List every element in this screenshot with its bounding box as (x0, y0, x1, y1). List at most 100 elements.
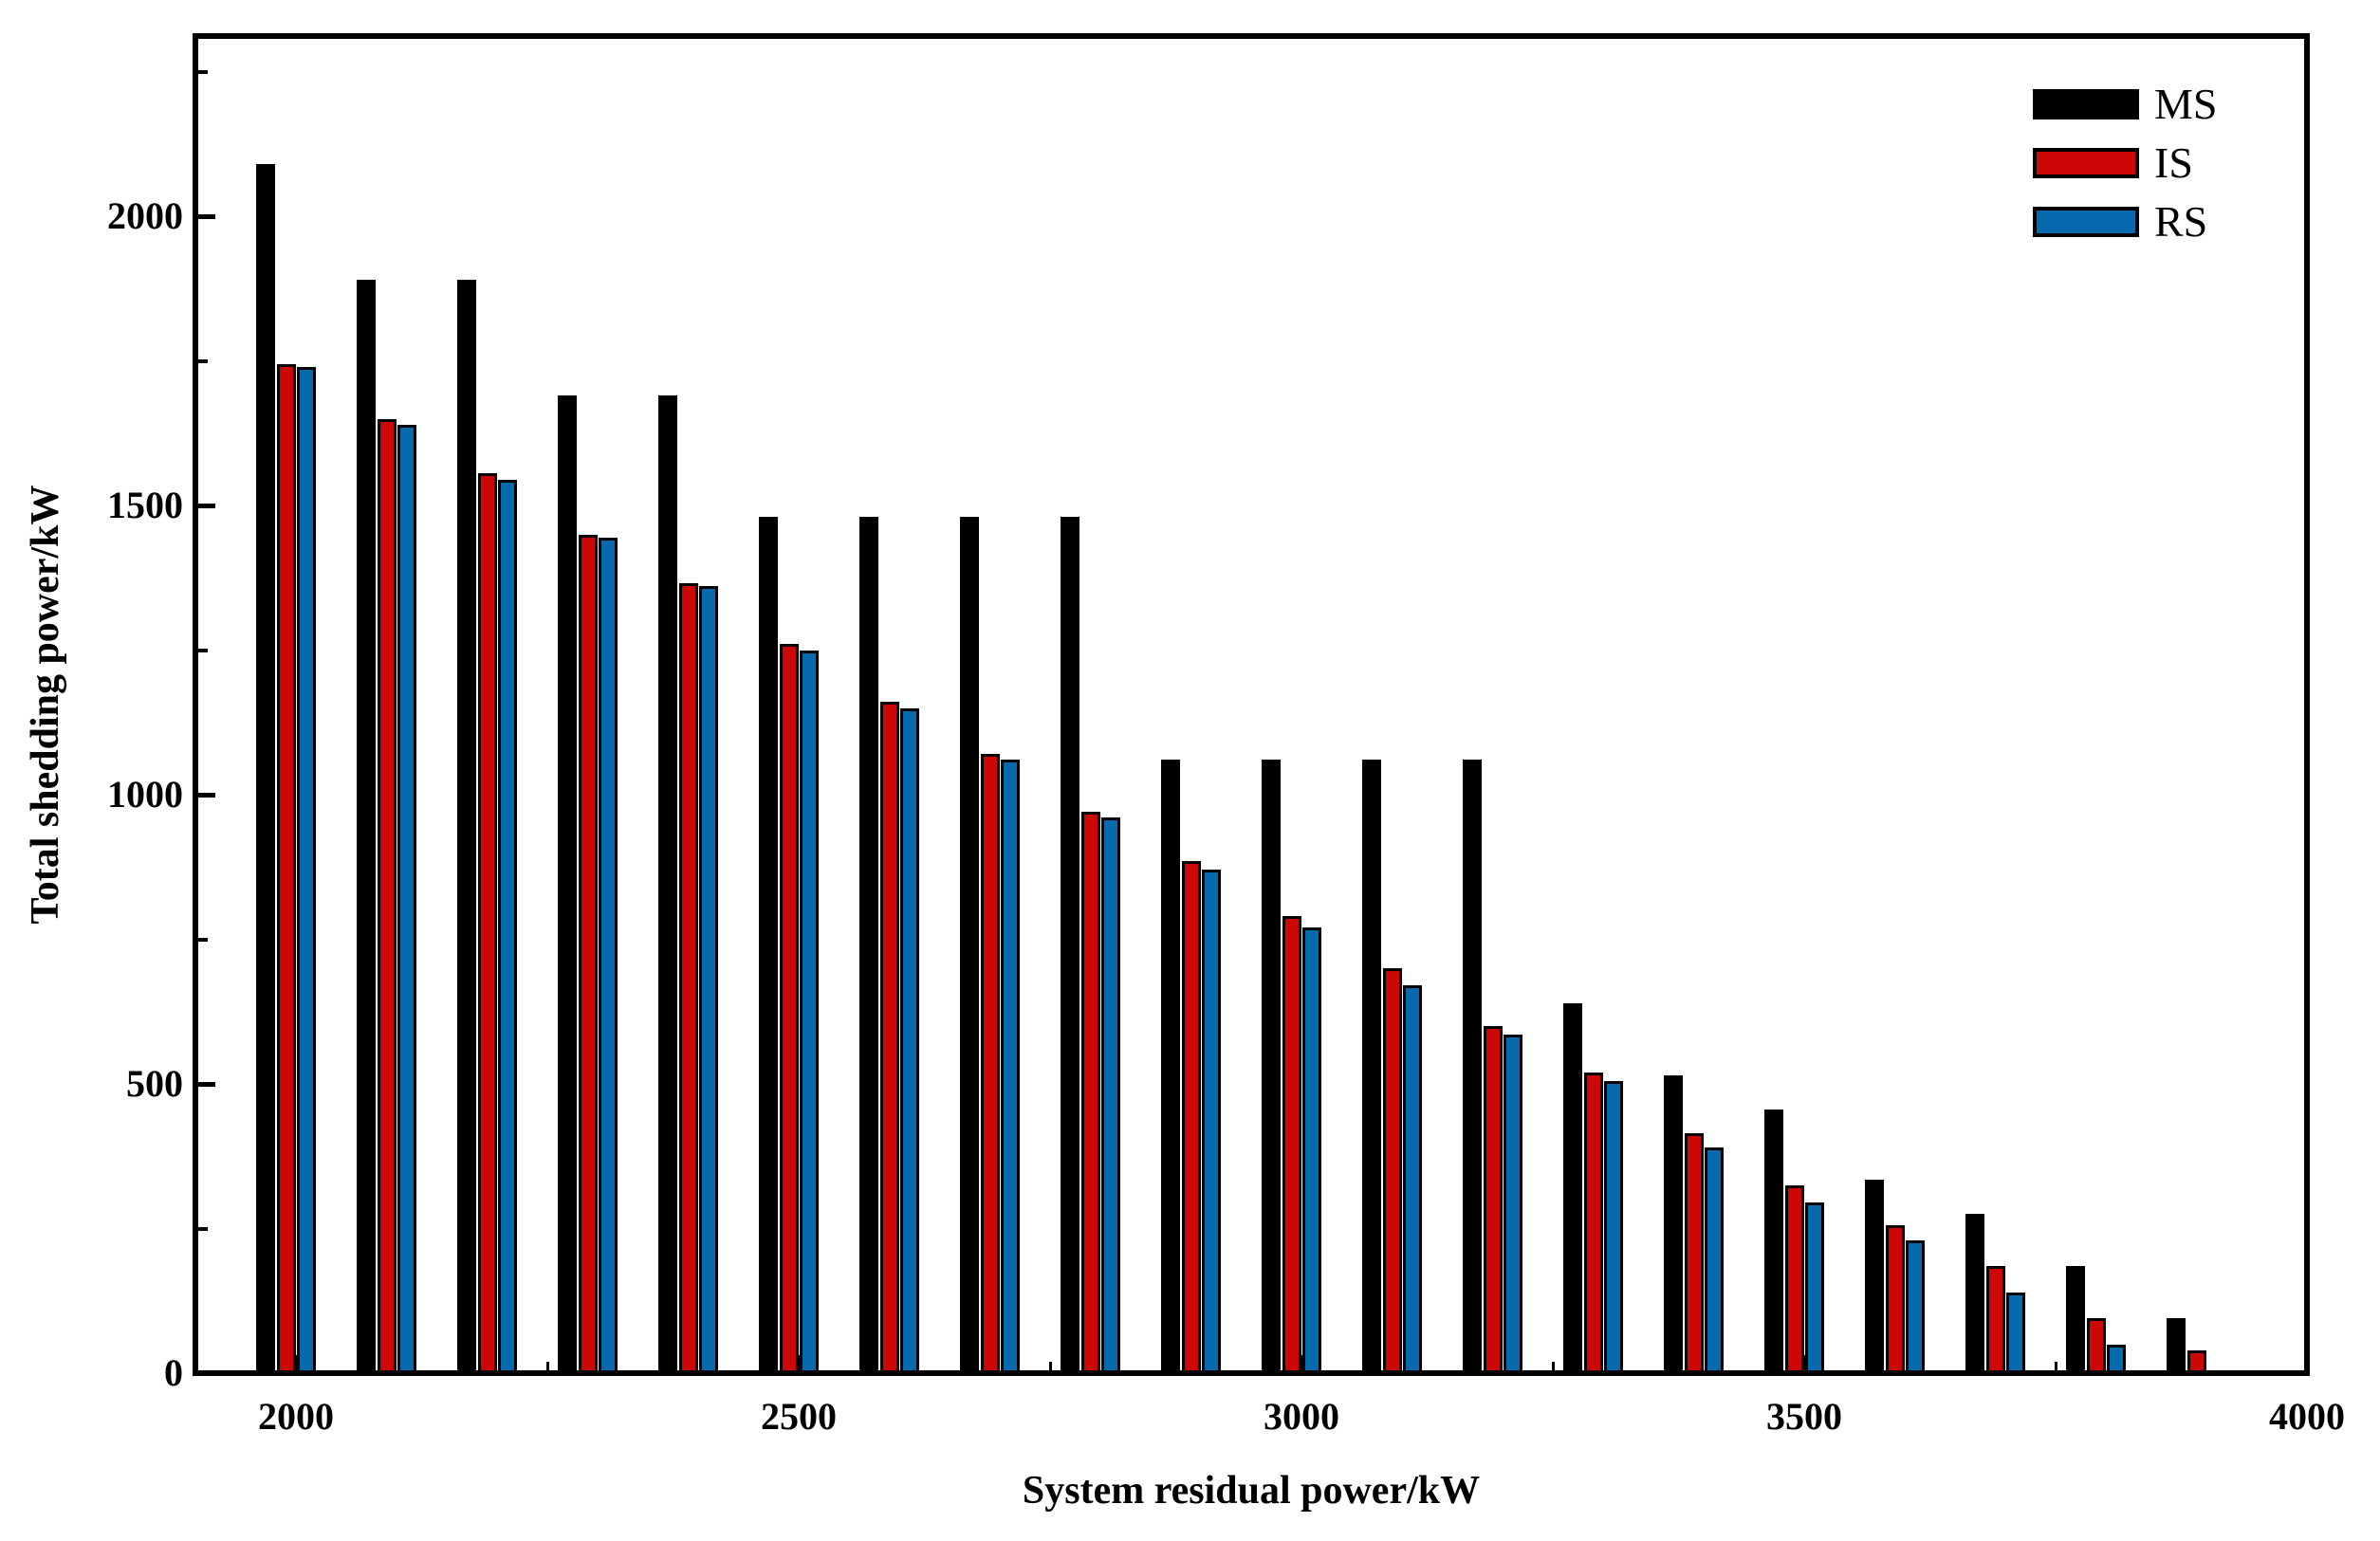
x-minor-tick (546, 1362, 549, 1370)
bar-is-3600 (1886, 1225, 1905, 1373)
bar-rs-3600 (1906, 1239, 1925, 1373)
bar-is-2800 (1081, 812, 1100, 1373)
bar-is-3700 (1986, 1266, 2005, 1373)
bar-ms-2400 (658, 395, 677, 1373)
bar-is-2000 (277, 363, 296, 1373)
y-major-tick (198, 1371, 215, 1376)
bar-rs-2200 (498, 479, 517, 1373)
y-major-tick (198, 214, 215, 219)
legend-swatch-ms (2033, 89, 2139, 119)
bar-is-2400 (679, 583, 698, 1373)
bar-ms-3400 (1664, 1074, 1683, 1373)
legend-swatch-rs (2033, 207, 2139, 237)
y-tick-label: 1500 (107, 484, 183, 526)
x-minor-tick (1049, 1362, 1052, 1370)
bar-ms-3500 (1764, 1110, 1783, 1373)
bar-ms-2000 (256, 164, 275, 1373)
bar-rs-2700 (1001, 760, 1020, 1373)
x-major-tick (797, 1355, 801, 1370)
bar-is-3900 (2187, 1349, 2206, 1373)
y-minor-tick (198, 69, 208, 74)
bar-ms-2200 (457, 280, 476, 1373)
y-minor-tick (198, 358, 208, 363)
bar-is-3200 (1484, 1026, 1503, 1373)
bar-rs-2900 (1202, 870, 1221, 1373)
bar-ms-3800 (2066, 1266, 2085, 1373)
bar-rs-3700 (2006, 1292, 2025, 1373)
bar-rs-2800 (1101, 817, 1120, 1373)
bar-ms-2600 (859, 517, 878, 1373)
bar-is-3500 (1785, 1184, 1804, 1373)
bar-rs-3400 (1705, 1147, 1724, 1373)
legend-item-ms: MS (2033, 75, 2217, 134)
bar-ms-2800 (1061, 517, 1079, 1373)
bar-ms-3900 (2167, 1318, 2186, 1373)
legend-label-rs: RS (2154, 197, 2208, 246)
bar-rs-3100 (1403, 985, 1422, 1373)
bar-is-3800 (2087, 1318, 2106, 1373)
bar-rs-3300 (1604, 1080, 1623, 1373)
bar-is-3000 (1282, 916, 1301, 1373)
legend-item-is: IS (2033, 134, 2217, 193)
bar-is-2300 (579, 534, 598, 1373)
legend-label-ms: MS (2154, 80, 2218, 128)
x-tick-label: 3000 (1264, 1395, 1339, 1438)
bar-is-2500 (780, 644, 799, 1373)
bar-rs-2400 (699, 586, 718, 1373)
legend-swatch-is (2033, 148, 2139, 178)
y-minor-tick (198, 937, 208, 942)
y-minor-tick (198, 1226, 208, 1231)
y-tick-label: 2000 (107, 194, 183, 237)
plot-area (193, 33, 2310, 1376)
legend: MS IS RS (2033, 75, 2217, 251)
bar-is-2600 (880, 702, 899, 1373)
bar-is-3100 (1383, 968, 1402, 1373)
bar-ms-2500 (759, 517, 778, 1373)
bar-is-2100 (378, 418, 397, 1373)
y-axis-title: Total shedding power/kW (24, 485, 67, 925)
x-axis-title: System residual power/kW (1022, 1469, 1481, 1513)
bar-is-2700 (981, 754, 1000, 1373)
x-tick-label: 2500 (761, 1395, 837, 1438)
bar-ms-2300 (558, 395, 577, 1373)
bar-rs-2500 (800, 650, 819, 1373)
bar-ms-3000 (1262, 760, 1281, 1373)
bar-rs-2300 (599, 537, 618, 1373)
bar-rs-2600 (900, 707, 919, 1373)
x-major-tick (294, 1355, 298, 1370)
bar-rs-3200 (1504, 1035, 1522, 1373)
x-tick-label: 3500 (1766, 1395, 1842, 1438)
bar-is-3400 (1685, 1132, 1704, 1373)
x-minor-tick (1552, 1362, 1555, 1370)
bar-ms-3300 (1563, 1002, 1582, 1373)
x-major-tick (1300, 1355, 1303, 1370)
y-major-tick (198, 793, 215, 798)
x-tick-label: 4000 (2269, 1395, 2345, 1438)
x-major-tick (2305, 1355, 2309, 1370)
bar-ms-2900 (1161, 760, 1180, 1373)
bar-rs-3800 (2107, 1344, 2126, 1373)
bar-is-2900 (1182, 861, 1201, 1373)
bar-ms-3200 (1463, 760, 1482, 1373)
legend-item-rs: RS (2033, 193, 2217, 251)
y-tick-label: 0 (164, 1351, 183, 1394)
y-tick-label: 500 (126, 1062, 183, 1105)
bar-ms-3100 (1362, 760, 1381, 1373)
x-tick-label: 2000 (258, 1395, 334, 1438)
bar-ms-2700 (960, 517, 979, 1373)
bar-ms-3700 (1965, 1214, 1984, 1373)
legend-label-is: IS (2154, 138, 2193, 187)
x-minor-tick (2055, 1362, 2057, 1370)
bar-rs-3000 (1302, 927, 1321, 1373)
y-major-tick (198, 504, 215, 508)
bar-ms-3600 (1865, 1179, 1884, 1373)
x-major-tick (1802, 1355, 1806, 1370)
y-tick-label: 1000 (107, 773, 183, 816)
bar-rs-2100 (397, 424, 416, 1373)
y-minor-tick (198, 648, 208, 652)
bar-ms-2100 (357, 280, 376, 1373)
y-major-tick (198, 1082, 215, 1087)
bar-is-2200 (478, 473, 497, 1373)
bar-rs-2000 (297, 366, 316, 1373)
